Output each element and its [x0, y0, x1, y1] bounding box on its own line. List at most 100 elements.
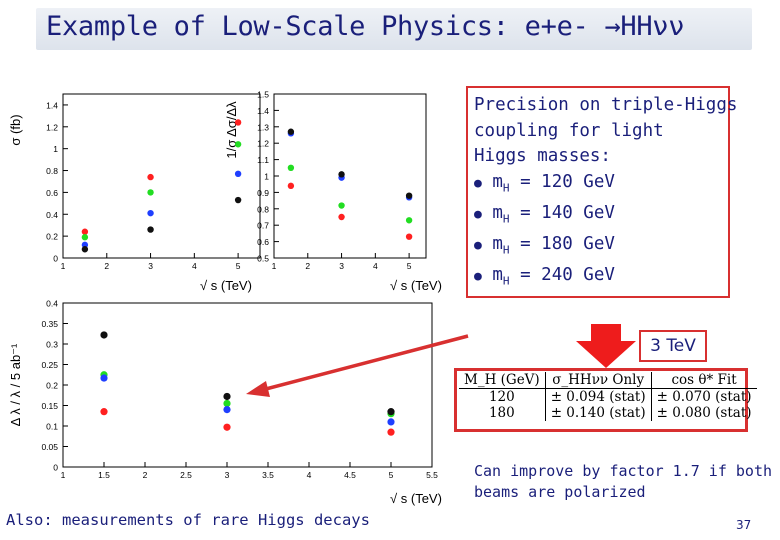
data-point	[405, 233, 413, 240]
data-point	[147, 209, 154, 217]
cell-mass: 120	[488, 389, 515, 405]
x-tick-label: 4	[307, 470, 312, 480]
table-header-row: M_H (GeV) σ_HHνν Only cos θ* Fit	[459, 372, 757, 389]
y-tick-label: 1.2	[257, 139, 269, 149]
mass-value: = 120 GeV	[509, 171, 615, 192]
data-point	[81, 246, 89, 253]
info-line-1: Precision on triple-Higgs	[474, 95, 738, 115]
mass-item-120: ● mH = 120 GeV	[474, 170, 737, 201]
data-point	[387, 428, 395, 436]
mass-sub: H	[502, 212, 510, 225]
data-point	[338, 171, 345, 178]
x-axis-label: √ s (TeV)	[390, 278, 442, 293]
data-point	[81, 234, 89, 241]
mass-sub: H	[502, 274, 510, 287]
data-point	[234, 119, 242, 126]
x-tick-label: 5	[407, 261, 412, 271]
y-tick-label: 1.2	[46, 122, 58, 132]
table-row: 180 ± 0.140 (stat) ± 0.080 (stat)	[459, 405, 757, 421]
x-tick-label: 4	[373, 261, 378, 271]
data-point	[405, 192, 413, 199]
y-axis-label: σ (fb)	[8, 114, 23, 145]
data-point	[100, 331, 108, 339]
slide-title: Example of Low-Scale Physics: e+e- →HHνν	[46, 11, 685, 42]
x-tick-label: 4.5	[344, 470, 356, 480]
bullet-icon: ●	[474, 175, 482, 191]
pointer-arrow-head	[246, 381, 270, 397]
arrows	[246, 324, 636, 397]
x-tick-label: 2	[143, 470, 148, 480]
mass-value: = 140 GeV	[509, 202, 615, 223]
x-tick-label: 1.5	[98, 470, 110, 480]
y-tick-label: 0.7	[257, 221, 269, 231]
data-point	[387, 418, 395, 426]
chart-3: 0 0.05 0.1 0.15 0.2 0.25 0.3 0.35 0.4 1 1.5 2 2.5 3 3.…	[8, 299, 442, 507]
y-tick-label: 1	[264, 172, 269, 182]
data-point	[81, 241, 89, 249]
data-point	[100, 374, 108, 382]
data-point	[223, 399, 231, 408]
mass-label: m	[492, 264, 503, 285]
data-point	[223, 423, 231, 431]
improve-text: Can improve by factor 1.7 if both beams …	[474, 461, 772, 503]
chart-2: 0.5 0.6 0.7 0.8 0.9 1 1.1 1.2 1.3 1.4 1.5 1 2 3 4 5 √ s …	[224, 90, 442, 294]
header-sigma-only: σ_HHνν Only	[544, 372, 652, 389]
y-tick-label: 1.4	[257, 106, 269, 116]
y-tick-label: 0	[53, 254, 58, 264]
x-tick-label: 5	[389, 470, 394, 480]
precision-table: M_H (GeV) σ_HHνν Only cos θ* Fit 120 ± 0…	[459, 372, 757, 421]
data-point	[405, 217, 413, 224]
y-tick-label: 1.1	[257, 155, 269, 165]
x-tick-label: 4	[192, 261, 197, 271]
mass-value: = 240 GeV	[509, 264, 615, 285]
page-number: 37	[736, 518, 752, 532]
y-tick-label: 0.4	[46, 210, 58, 220]
red-down-arrow	[576, 324, 636, 368]
data-point	[147, 173, 154, 181]
y-tick-label: 0.8	[46, 166, 58, 176]
x-tick-label: 3	[339, 261, 344, 271]
plot-frame	[62, 302, 433, 468]
data-point	[223, 406, 231, 414]
energy-label: 3 TeV	[639, 330, 707, 362]
improve-line-1: Can improve by factor 1.7 if both	[474, 462, 773, 480]
bullet-icon: ●	[474, 268, 482, 284]
y-tick-label: 0.5	[257, 254, 269, 264]
y-tick-label: 0.9	[257, 188, 269, 198]
cell-sigma: ± 0.140 (stat)	[544, 405, 652, 421]
bullet-icon: ●	[474, 237, 482, 253]
plot-frame	[273, 93, 427, 259]
data-point	[81, 228, 89, 235]
y-tick-label: 1.3	[257, 122, 269, 132]
mass-item-240: ● mH = 240 GeV	[474, 263, 737, 294]
y-tick-label: 1.4	[46, 100, 58, 110]
x-tick-label: 3.5	[262, 470, 274, 480]
y-tick-label: 0.6	[46, 188, 58, 198]
cell-sigma: ± 0.094 (stat)	[544, 388, 652, 405]
mass-value: = 180 GeV	[509, 233, 615, 254]
cell-mass: 180	[488, 405, 515, 421]
y-tick-label: 0.05	[41, 442, 58, 452]
y-axis-label: 1/σ Δσ/Δλ	[224, 101, 239, 159]
info-line-3: Higgs masses:	[474, 146, 611, 166]
mass-sub: H	[502, 181, 510, 194]
data-point	[147, 189, 154, 196]
title-bar	[36, 8, 752, 50]
x-tick-label: 1	[272, 261, 277, 271]
x-tick-label: 5.5	[426, 470, 438, 480]
data-point	[100, 408, 108, 416]
header-mass: M_H (GeV)	[459, 372, 546, 389]
data-point	[338, 202, 345, 209]
y-tick-label: 0.2	[46, 381, 58, 391]
y-tick-label: 0.3	[46, 340, 58, 350]
y-tick-label: 0.1	[46, 422, 58, 432]
pointer-arrow-line	[261, 334, 469, 392]
x-tick-label: 2	[305, 261, 310, 271]
chart-1: 0 0.2 0.4 0.6 0.8 1 1.2 1.4 1 2 3 4 5 √ s (TeV) σ (fb)	[8, 93, 261, 293]
data-point	[287, 164, 295, 171]
plot-frame	[62, 93, 261, 259]
info-line-2: coupling for light	[474, 120, 664, 141]
y-axis-label: Δ λ / λ / 5 ab⁻¹	[8, 343, 23, 426]
mass-item-140: ● mH = 140 GeV	[474, 201, 737, 232]
